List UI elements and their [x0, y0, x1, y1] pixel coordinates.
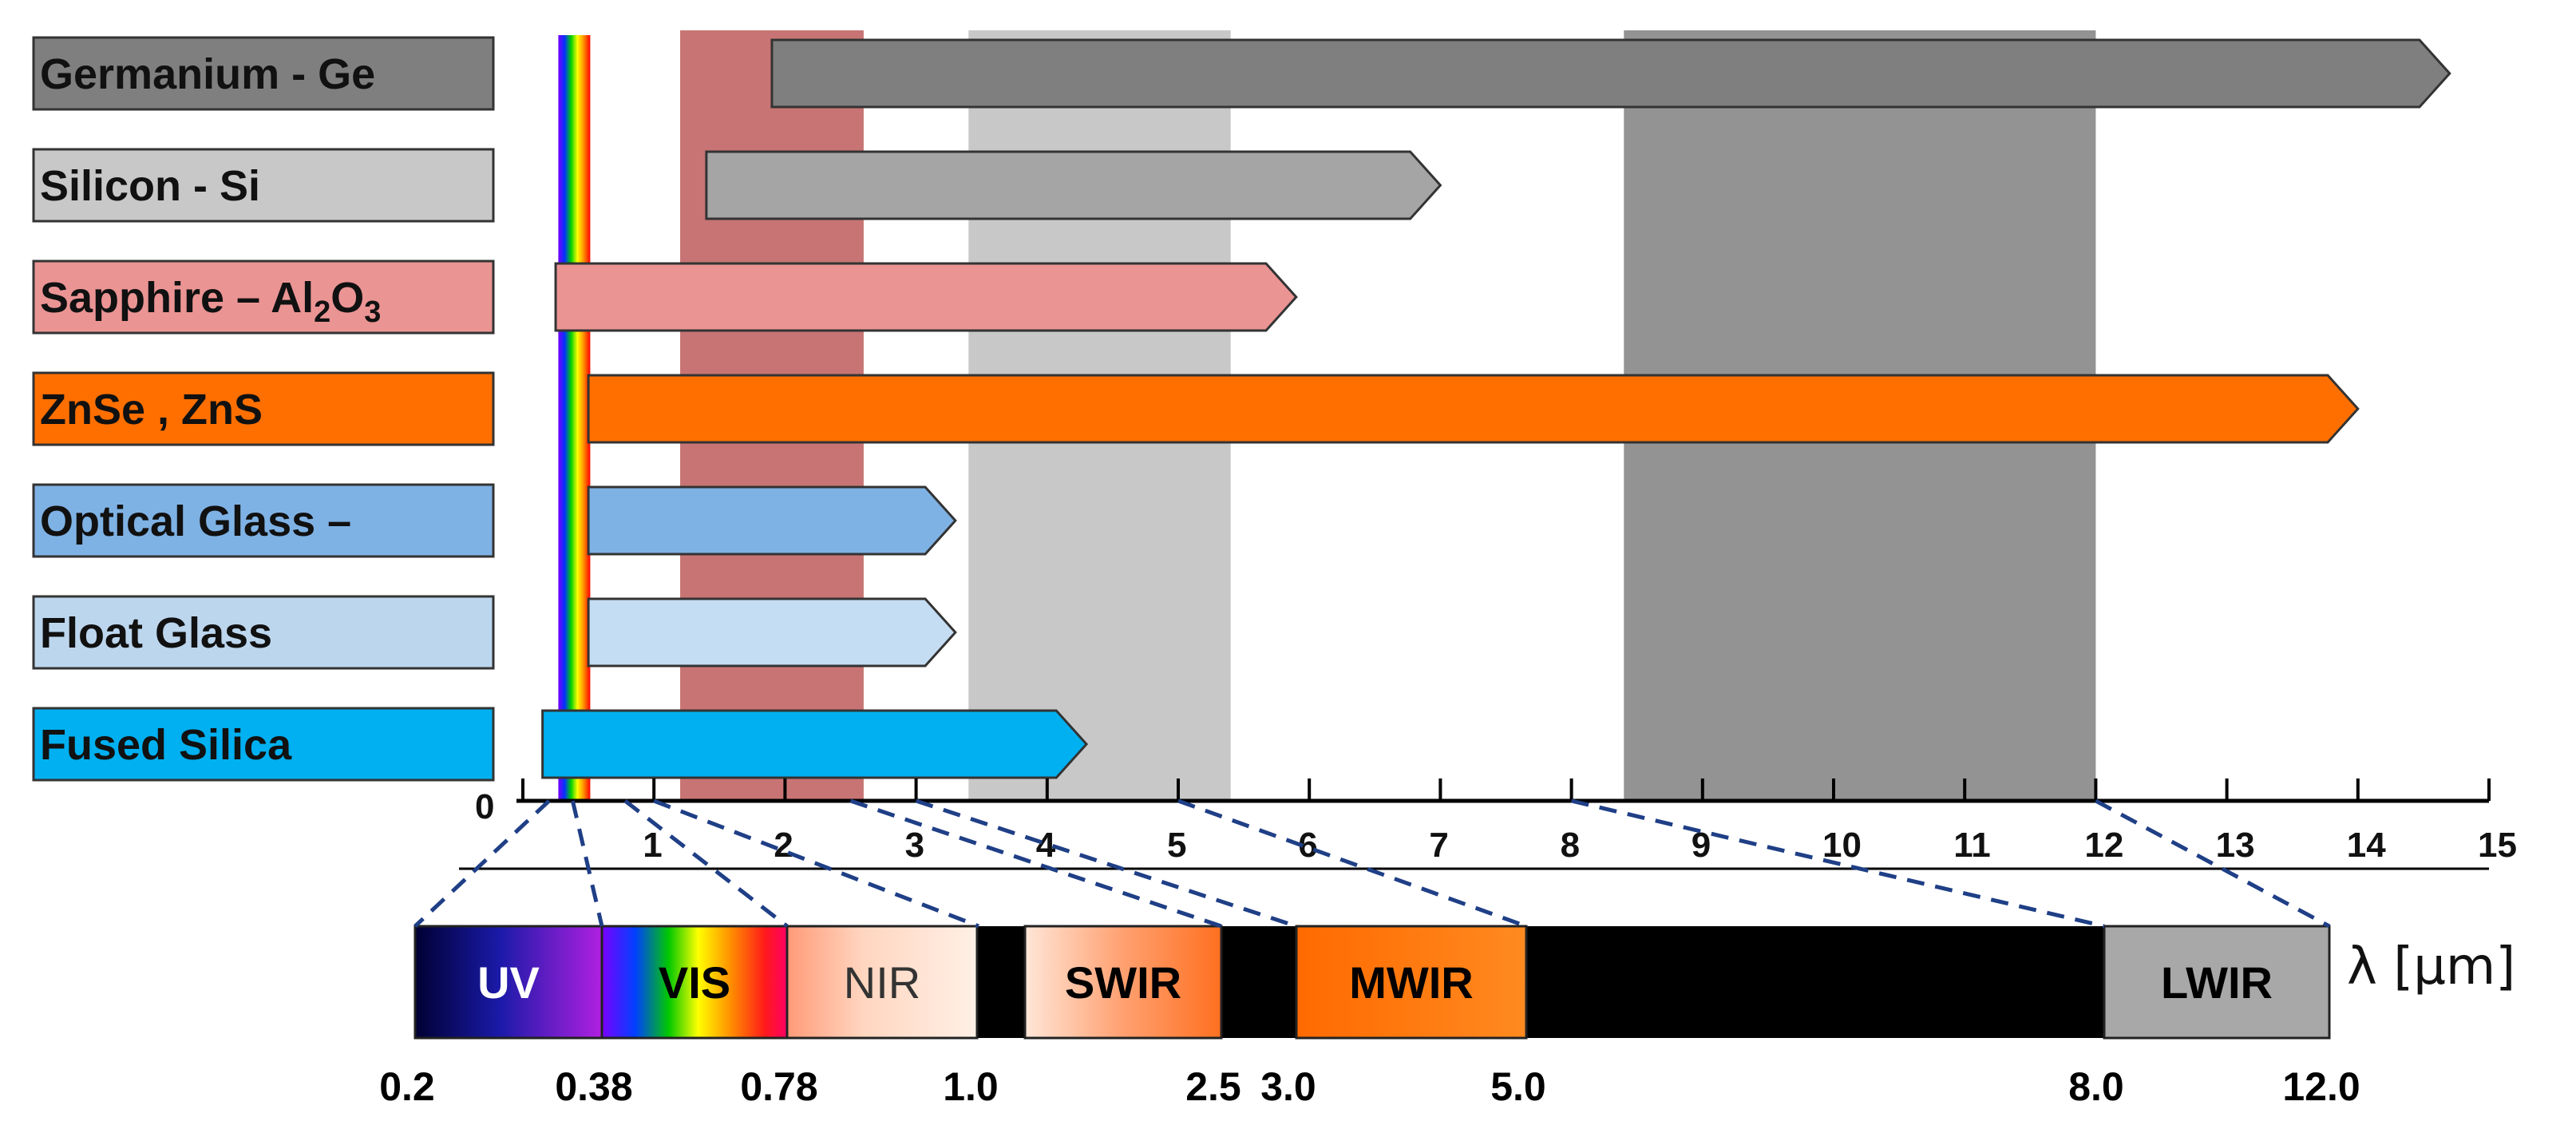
projection-line [414, 799, 551, 928]
material-label-box [32, 483, 495, 558]
x-tick-label: 7 [1429, 826, 1448, 865]
material-label: Silicon - Si [40, 162, 260, 210]
material-labels: Germanium - Ge Silicon - Si Sapphire – Al2… [32, 36, 495, 782]
band-label: MWIR [1349, 957, 1474, 1008]
band-label: NIR [844, 957, 920, 1008]
projection-line [1571, 798, 2105, 929]
x-tick-label: 2 [774, 826, 793, 865]
projection-line [570, 800, 604, 927]
spectral-bands: UV VIS NIR SWIR MWIR LWIR 0.2 0.38 0.78 1.0 2.5 3.0… [379, 798, 2515, 1109]
band-boundary-label: 0.38 [555, 1064, 632, 1109]
band-label: LWIR [2161, 957, 2273, 1008]
transmission-bar [587, 485, 957, 556]
band-swir [1023, 925, 1223, 1040]
x-tick-label: 15 [2478, 826, 2517, 865]
band-label: VIS [659, 957, 730, 1008]
band-boundary-label: 3.0 [1260, 1064, 1316, 1109]
band-boundary-label: 12.0 [2282, 1064, 2360, 1109]
projection-line [2095, 798, 2331, 929]
material-label-box [32, 595, 495, 670]
visible-light-strip [558, 35, 591, 801]
band-boundary-label: 0.2 [379, 1064, 435, 1109]
transmission-bar [770, 38, 2451, 109]
band-nir [785, 925, 979, 1040]
transmission-bar [587, 597, 957, 668]
x-tick-label: 0 [475, 787, 494, 826]
x-tick-label: 5 [1167, 826, 1186, 865]
band-lwir [2103, 925, 2331, 1040]
material-label: Float Glass [40, 609, 272, 657]
band-boundary-label: 5.0 [1490, 1064, 1546, 1109]
band-mwir [1295, 925, 1528, 1040]
band-boundary-label: 2.5 [1185, 1064, 1241, 1109]
transmission-bar [554, 262, 1298, 332]
transmission-bars [541, 38, 2451, 779]
x-tick-label: 3 [905, 826, 924, 865]
x-tick-label: 8 [1561, 826, 1580, 865]
x-tick-label: 13 [2216, 826, 2255, 865]
projection-line [849, 798, 1222, 929]
transmission-bar [705, 150, 1442, 220]
material-label-box [32, 259, 495, 335]
x-tick-label: 4 [1036, 826, 1056, 865]
x-tick-label: 14 [2347, 826, 2386, 865]
x-tick-label: 11 [1953, 826, 1991, 865]
material-label-box [32, 707, 495, 782]
transmission-bar [541, 709, 1089, 779]
material-label-box [32, 36, 495, 111]
projection-line [1177, 798, 1527, 929]
material-label: Sapphire – Al2O3 [40, 274, 381, 329]
band-label: SWIR [1065, 957, 1181, 1008]
x-tick-label: 9 [1692, 826, 1711, 865]
x-tick-label: 12 [2084, 826, 2123, 865]
x-tick-label: 10 [1822, 826, 1862, 865]
material-label-box [32, 371, 495, 446]
transmission-bar [587, 374, 2360, 444]
projection-line [623, 799, 789, 928]
material-label: ZnSe , ZnS [40, 386, 263, 434]
material-label: Optical Glass – [40, 497, 351, 545]
projection-line [653, 798, 979, 929]
band-label: UV [477, 957, 540, 1008]
material-label-box [32, 148, 495, 223]
projection-line [915, 798, 1297, 929]
visible-spectrum-strip [558, 35, 591, 801]
band-boundary-label: 0.78 [740, 1064, 817, 1109]
x-axis: 01 2 3 4 5 6 7 8 9 10 11 12 13 14 15 [459, 778, 2517, 870]
unit-label: λ [µm] [2347, 937, 2515, 996]
material-label: Fused Silica [40, 721, 292, 769]
material-label: Germanium - Ge [40, 50, 375, 98]
band-boundary-label: 1.0 [943, 1064, 999, 1109]
x-tick-label: 1 [643, 826, 662, 865]
band-boundary-label: 8.0 [2068, 1064, 2124, 1109]
